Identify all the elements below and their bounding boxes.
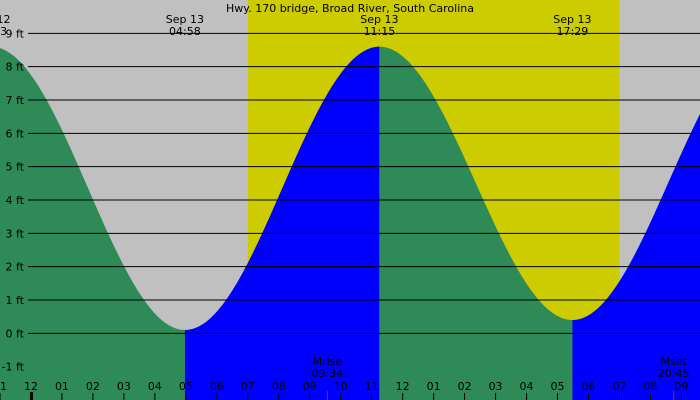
chart-title: Hwy. 170 bridge, Broad River, South Caro… — [226, 2, 474, 15]
moon-event-time: 09:34 — [312, 367, 344, 380]
tide-event-date: Sep 13 — [166, 13, 204, 26]
x-tick-label: 11 — [365, 380, 379, 393]
x-tick-label: 09 — [303, 380, 317, 393]
midnight-marker — [29, 392, 33, 400]
x-tick-label: 02 — [86, 380, 100, 393]
x-tick-label: 03 — [489, 380, 503, 393]
x-tick-label: 02 — [458, 380, 472, 393]
x-tick-label: 08 — [643, 380, 657, 393]
height-gridlines — [28, 32, 700, 334]
moon-event-time: 20:45 — [658, 367, 690, 380]
y-tick-label: 5 ft — [6, 161, 25, 174]
falling-tide-area — [379, 46, 573, 400]
x-tick-label: 04 — [148, 380, 162, 393]
x-tick-label: 07 — [241, 380, 255, 393]
y-tick-label: 0 ft — [6, 327, 25, 340]
x-tick-label: 12 — [396, 380, 410, 393]
x-tick-label: 07 — [612, 380, 626, 393]
tide-areas — [0, 46, 700, 400]
x-tick-label: 06 — [581, 380, 595, 393]
rising-tide-area — [572, 114, 700, 400]
y-tick-label: 7 ft — [6, 94, 25, 107]
y-tick-label: 6 ft — [6, 127, 25, 140]
x-tick-label: 08 — [272, 380, 286, 393]
tide-event-date: Sep 12 — [0, 13, 10, 26]
y-tick-label: 9 ft — [6, 27, 25, 40]
x-tick-label: 01 — [55, 380, 69, 393]
tide-event-time: 04:58 — [169, 25, 201, 38]
chart-header: Hwy. 170 bridge, Broad River, South Caro… — [0, 2, 592, 38]
x-tick-label: 03 — [117, 380, 131, 393]
tide-event-time: 22:43 — [0, 25, 7, 38]
x-axis: 11 12 01 02 03 04 05 06 07 08 09 10 11 12 01 02 03 04 05 06… — [0, 355, 690, 400]
x-tick-label: 04 — [520, 380, 534, 393]
x-tick-label: 12 — [24, 380, 38, 393]
y-tick-label: 4 ft — [6, 194, 25, 207]
y-tick-label: 1 ft — [6, 294, 25, 307]
moon-event-label: Mset — [661, 355, 688, 368]
x-tick-label: 05 — [551, 380, 565, 393]
tide-event-date: Sep 13 — [553, 13, 591, 26]
tide-event-time: 17:29 — [557, 25, 589, 38]
y-tick-label: 3 ft — [6, 227, 25, 240]
y-tick-label: 2 ft — [6, 261, 25, 274]
x-tick-label: 10 — [334, 380, 348, 393]
tide-event-date: Sep 13 — [360, 13, 398, 26]
tide-event-time: 11:15 — [364, 25, 396, 38]
y-tick-label: -1 ft — [2, 361, 25, 374]
falling-tide-area — [0, 48, 185, 400]
rising-tide-area — [184, 46, 380, 400]
x-tick-label: 05 — [179, 380, 193, 393]
moon-event-label: Mrise — [313, 355, 343, 368]
x-tick-label: 01 — [427, 380, 441, 393]
x-tick-label: 11 — [0, 380, 7, 393]
y-axis-labels: 9 ft 8 ft 7 ft 6 ft 5 ft 4 ft 3 ft 2 ft 1 ft 0 ft… — [2, 27, 25, 373]
x-tick-label: 09 — [674, 380, 688, 393]
y-tick-label: 8 ft — [6, 61, 25, 74]
x-tick-label: 06 — [210, 380, 224, 393]
